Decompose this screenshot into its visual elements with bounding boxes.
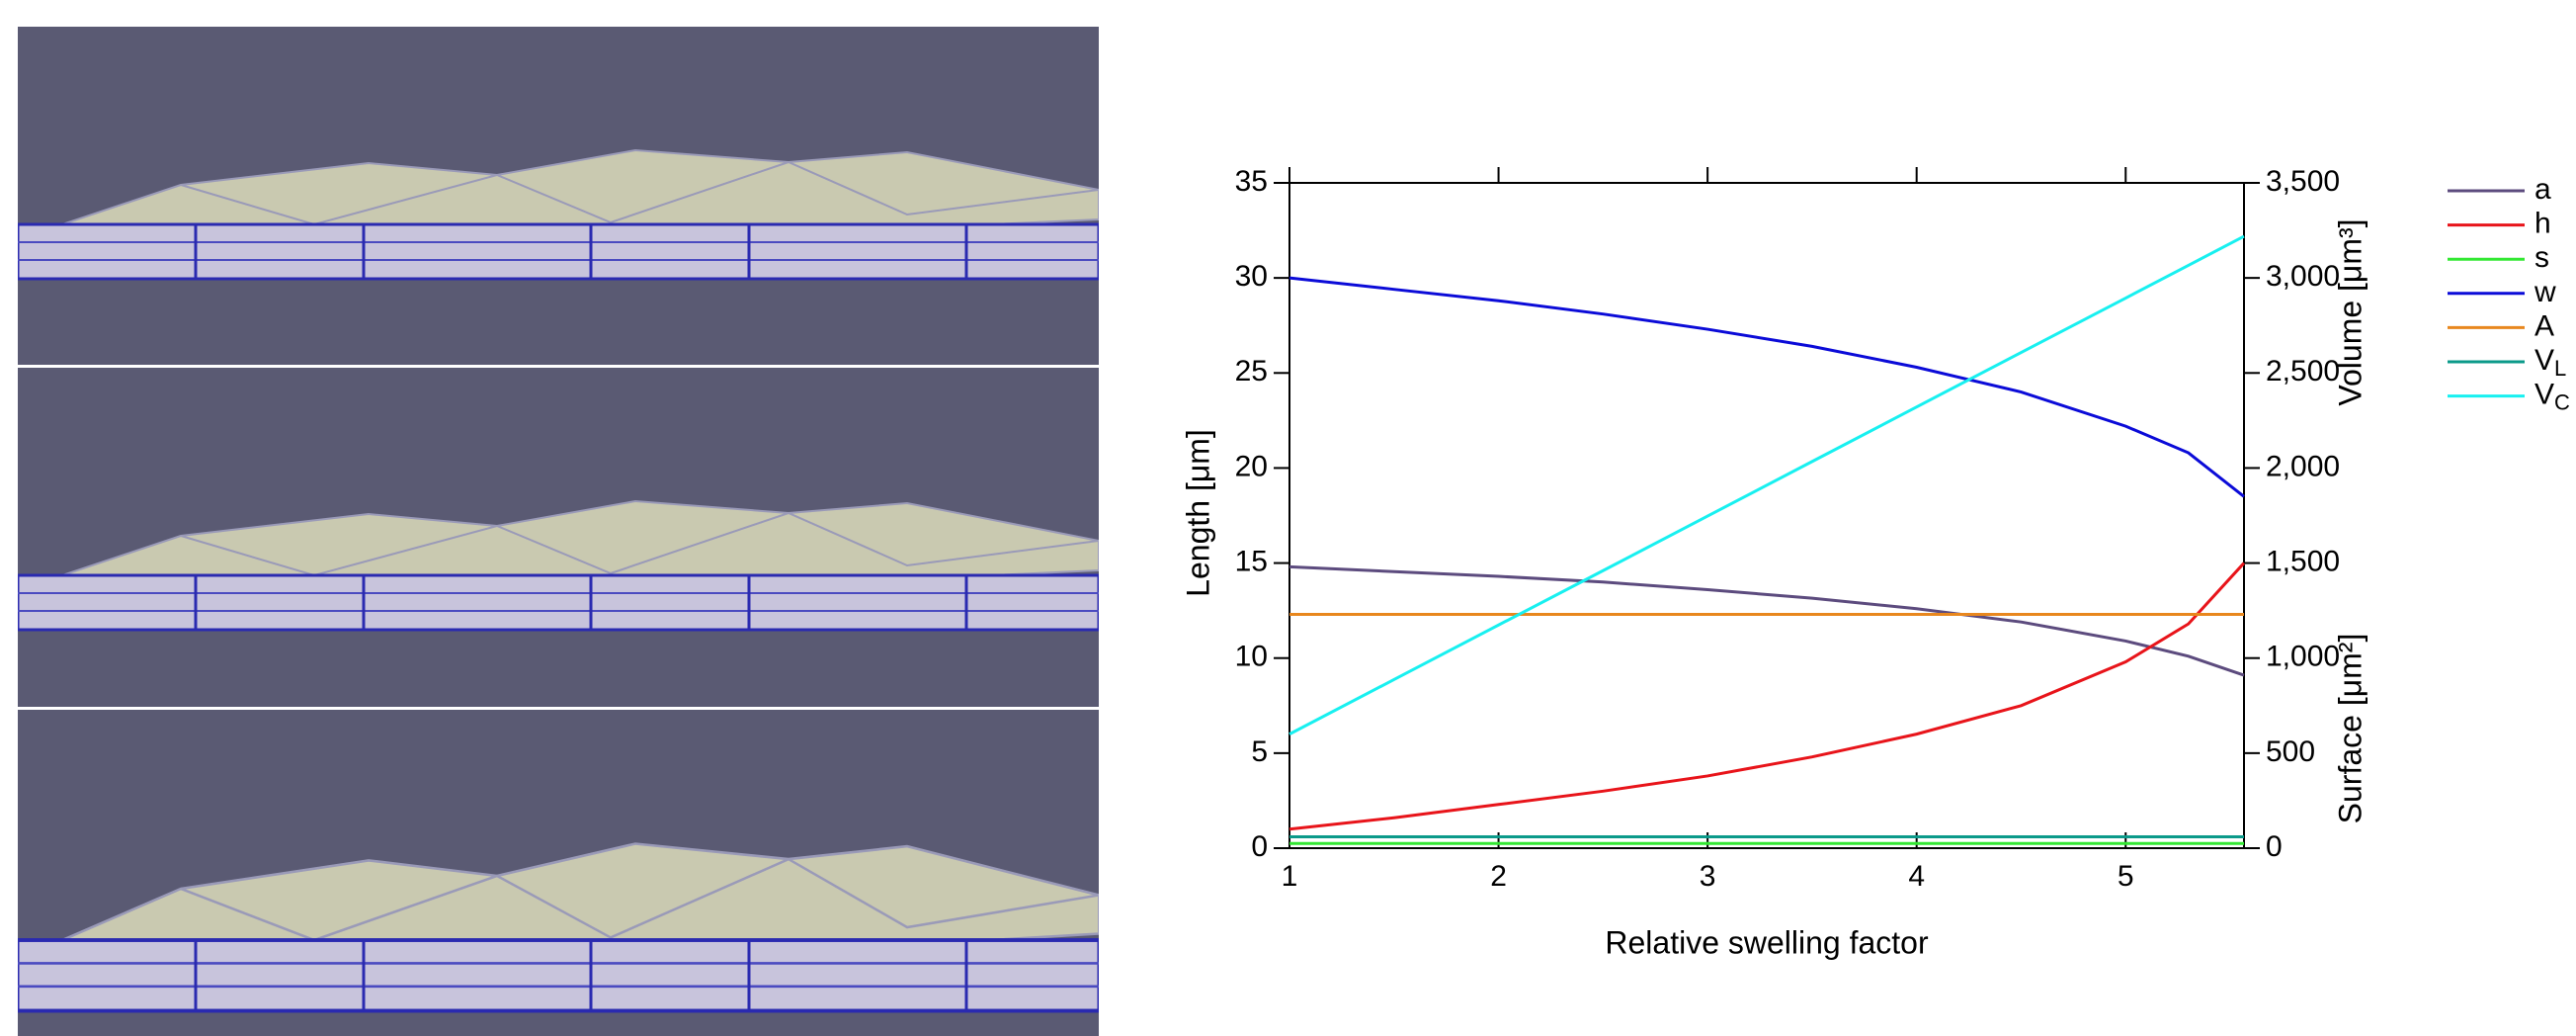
- y2-tick-label: 3,500: [2266, 165, 2340, 198]
- legend-label: a: [2534, 173, 2551, 206]
- legend-label: w: [2534, 276, 2556, 308]
- y2-axis-label: Volume [μm³]: [2332, 218, 2368, 405]
- legend-label: A: [2534, 309, 2554, 342]
- render-view[interactable]: [18, 710, 1099, 1036]
- x-tick-label: 1: [1282, 860, 1298, 893]
- legend-label: h: [2534, 208, 2551, 240]
- series-line: [1288, 276, 2245, 498]
- render-view[interactable]: [18, 27, 1099, 365]
- series-line: [1288, 564, 2245, 677]
- legend-label: s: [2534, 241, 2549, 274]
- x-tick-label: 4: [1908, 860, 1925, 893]
- y2-tick-label: 500: [2266, 735, 2315, 768]
- series-line: [1288, 561, 2246, 831]
- y-tick-label: 35: [1235, 165, 1268, 198]
- y-tick-label: 5: [1251, 735, 1268, 768]
- x-axis-label: Relative swelling factor: [1605, 924, 1929, 960]
- y2-tick-label: 2,000: [2266, 450, 2340, 482]
- y2-tick-label: 1,000: [2266, 641, 2340, 673]
- y2-tick-label: 1,500: [2266, 545, 2340, 577]
- y-axis-label: Length [μm]: [1180, 429, 1215, 597]
- y-tick-label: 10: [1235, 641, 1268, 673]
- series-line: [1288, 234, 2245, 735]
- legend-label: VL: [2534, 344, 2566, 381]
- y-tick-label: 20: [1235, 450, 1268, 482]
- x-tick-label: 2: [1490, 860, 1507, 893]
- legend-label: VC: [2534, 379, 2570, 415]
- chart: 1 2 3 4 5 0 5 10 15 20 25 30 35 0 500 1,000 1,500 2,000 2,…: [1180, 165, 2570, 961]
- y2-tick-label: 2,500: [2266, 355, 2340, 388]
- y-tick-label: 15: [1235, 545, 1268, 577]
- y2-tick-label: 0: [2266, 830, 2283, 863]
- x-tick-label: 5: [2118, 860, 2134, 893]
- y2-tick-label: 3,000: [2266, 260, 2340, 293]
- x-tick-label: 3: [1700, 860, 1716, 893]
- y-tick-label: 0: [1251, 830, 1268, 863]
- render-view[interactable]: [18, 368, 1099, 707]
- y-tick-label: 30: [1235, 260, 1268, 293]
- plot-frame: [1288, 182, 2245, 849]
- y2-axis-label: Surface [μm²]: [2332, 634, 2368, 824]
- y-tick-label: 25: [1235, 355, 1268, 388]
